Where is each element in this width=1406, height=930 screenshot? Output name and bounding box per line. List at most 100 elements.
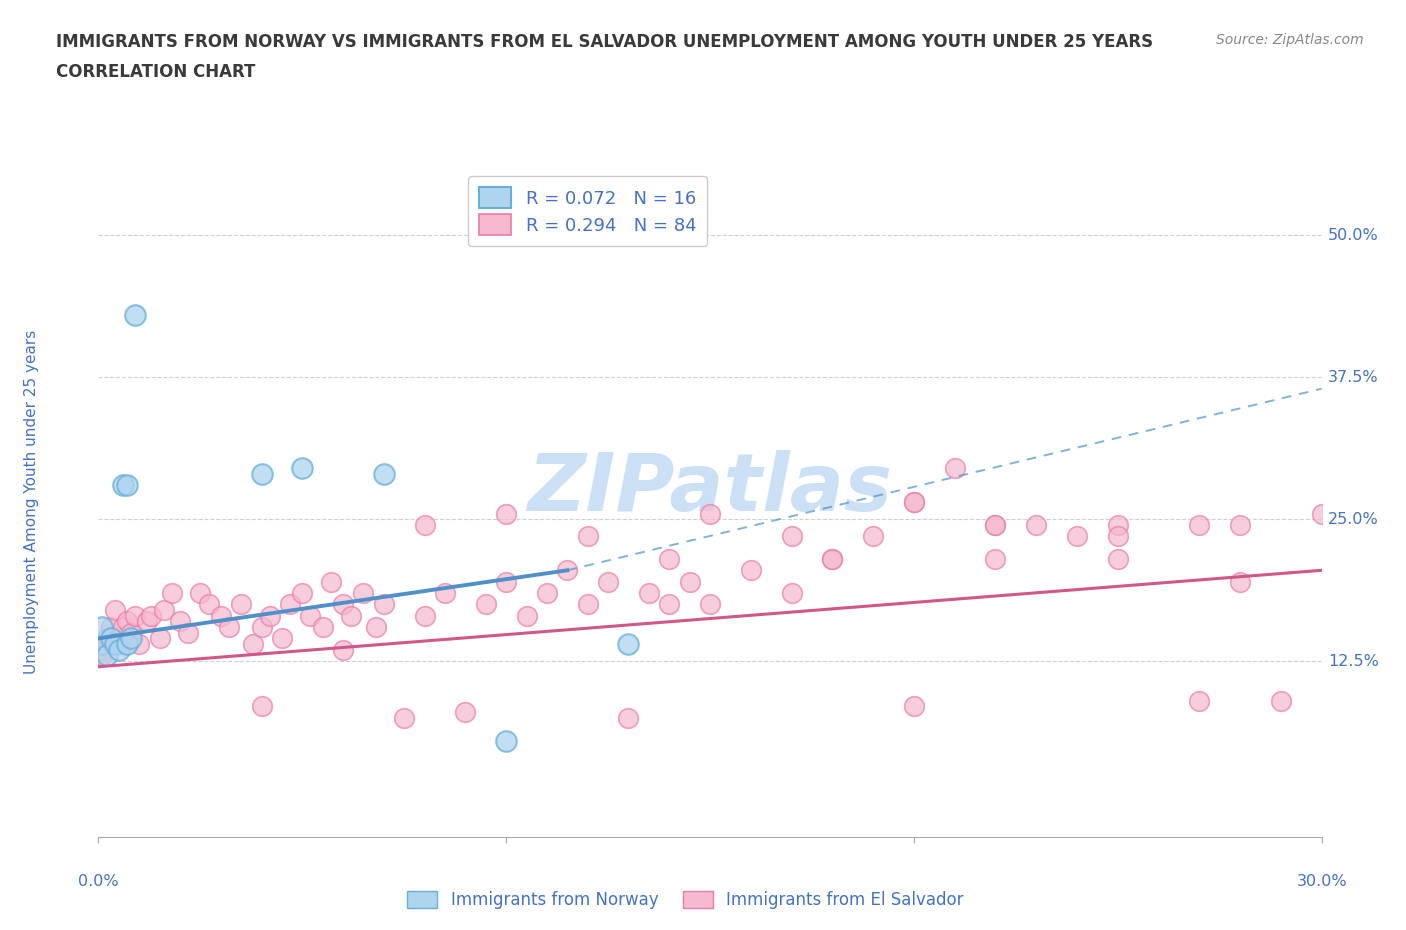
Point — [474, 597, 498, 612]
Point — [740, 563, 762, 578]
Point — [821, 551, 844, 566]
Point — [108, 643, 131, 658]
Point — [291, 460, 314, 475]
Point — [231, 597, 253, 612]
Point — [115, 614, 138, 629]
Point — [495, 574, 517, 589]
Point — [152, 603, 174, 618]
Point — [278, 597, 301, 612]
Point — [104, 603, 127, 618]
Point — [903, 495, 925, 510]
Point — [617, 711, 640, 725]
Point — [250, 619, 273, 634]
Point — [1107, 551, 1129, 566]
Point — [1107, 529, 1129, 544]
Point — [136, 614, 159, 629]
Point — [434, 586, 457, 601]
Point — [516, 608, 538, 623]
Point — [1066, 529, 1088, 544]
Point — [270, 631, 294, 645]
Point — [209, 608, 232, 623]
Point — [250, 699, 273, 714]
Point — [91, 637, 114, 652]
Point — [111, 478, 134, 493]
Point — [115, 478, 138, 493]
Point — [149, 631, 172, 645]
Point — [821, 551, 844, 566]
Point — [699, 597, 721, 612]
Point — [903, 495, 925, 510]
Text: Source: ZipAtlas.com: Source: ZipAtlas.com — [1216, 33, 1364, 46]
Point — [100, 619, 122, 634]
Point — [299, 608, 322, 623]
Point — [160, 586, 183, 601]
Point — [576, 529, 599, 544]
Point — [495, 733, 517, 748]
Point — [100, 631, 122, 645]
Point — [319, 574, 342, 589]
Text: 12.5%: 12.5% — [1327, 654, 1379, 669]
Point — [637, 586, 661, 601]
Point — [373, 466, 395, 481]
Text: 25.0%: 25.0% — [1327, 512, 1378, 526]
Point — [699, 506, 721, 521]
Point — [91, 619, 114, 634]
Point — [984, 517, 1007, 532]
Point — [658, 597, 681, 612]
Point — [332, 643, 354, 658]
Point — [91, 643, 114, 658]
Text: CORRELATION CHART: CORRELATION CHART — [56, 63, 256, 81]
Point — [340, 608, 363, 623]
Point — [1229, 574, 1251, 589]
Text: 37.5%: 37.5% — [1327, 370, 1378, 385]
Point — [780, 586, 803, 601]
Point — [124, 308, 146, 323]
Point — [536, 586, 558, 601]
Point — [1107, 517, 1129, 532]
Point — [96, 648, 118, 663]
Point — [120, 625, 142, 640]
Point — [413, 608, 436, 623]
Text: 30.0%: 30.0% — [1296, 874, 1347, 889]
Point — [679, 574, 702, 589]
Legend: Immigrants from Norway, Immigrants from El Salvador: Immigrants from Norway, Immigrants from … — [401, 884, 970, 916]
Text: IMMIGRANTS FROM NORWAY VS IMMIGRANTS FROM EL SALVADOR UNEMPLOYMENT AMONG YOUTH U: IMMIGRANTS FROM NORWAY VS IMMIGRANTS FRO… — [56, 33, 1153, 50]
Point — [115, 637, 138, 652]
Point — [312, 619, 335, 634]
Point — [111, 619, 134, 634]
Point — [903, 699, 925, 714]
Point — [91, 648, 114, 663]
Point — [576, 597, 599, 612]
Point — [169, 614, 191, 629]
Point — [555, 563, 579, 578]
Point — [141, 608, 163, 623]
Point — [218, 619, 240, 634]
Point — [1188, 517, 1211, 532]
Point — [1270, 694, 1292, 709]
Point — [780, 529, 803, 544]
Point — [454, 705, 477, 720]
Point — [862, 529, 884, 544]
Point — [1229, 517, 1251, 532]
Text: ZIPatlas: ZIPatlas — [527, 450, 893, 528]
Point — [242, 637, 264, 652]
Point — [364, 619, 387, 634]
Point — [617, 637, 640, 652]
Point — [124, 608, 146, 623]
Point — [943, 460, 966, 475]
Point — [96, 631, 118, 645]
Point — [413, 517, 436, 532]
Point — [984, 517, 1007, 532]
Point — [352, 586, 374, 601]
Point — [984, 551, 1007, 566]
Point — [259, 608, 281, 623]
Point — [495, 506, 517, 521]
Text: 50.0%: 50.0% — [1327, 228, 1378, 243]
Point — [658, 551, 681, 566]
Text: Unemployment Among Youth under 25 years: Unemployment Among Youth under 25 years — [24, 330, 38, 674]
Point — [128, 637, 150, 652]
Text: 0.0%: 0.0% — [79, 874, 118, 889]
Point — [104, 637, 127, 652]
Point — [392, 711, 416, 725]
Point — [1310, 506, 1333, 521]
